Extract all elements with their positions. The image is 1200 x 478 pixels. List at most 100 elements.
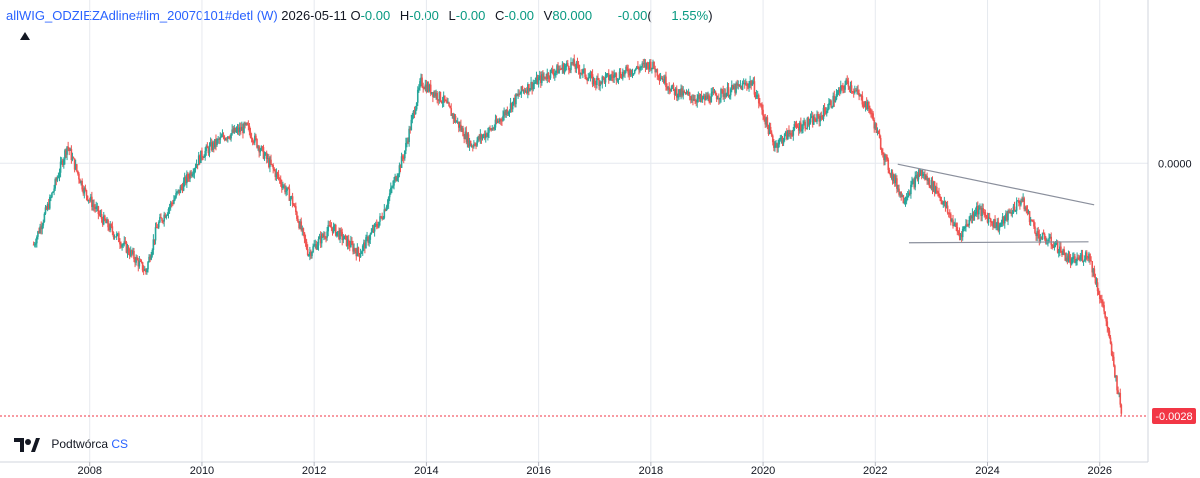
candle-body	[241, 126, 243, 131]
candle-body	[83, 188, 86, 194]
candle-body	[239, 127, 242, 131]
time-tick-label: 2024	[975, 465, 999, 477]
candle-body	[954, 223, 956, 226]
candle-body	[732, 85, 734, 90]
candle-body	[196, 164, 199, 166]
candle-body	[38, 231, 40, 233]
trendlines[interactable]	[897, 163, 1095, 244]
candle-body	[890, 172, 893, 176]
candle-body	[696, 98, 699, 103]
candle-body	[730, 85, 733, 90]
candle-body	[685, 92, 688, 94]
candle-body	[105, 220, 107, 224]
candle-body	[287, 187, 290, 189]
candle-body	[432, 92, 434, 97]
trendline	[908, 241, 1089, 244]
candle-body	[379, 216, 381, 222]
candle-body	[842, 85, 844, 89]
candle-body	[981, 208, 983, 216]
candle-body	[845, 79, 847, 85]
candle-body	[658, 77, 661, 80]
candle-body	[118, 233, 120, 243]
candle-body	[312, 246, 314, 253]
candle-body	[958, 232, 961, 237]
candle-body	[52, 191, 54, 193]
candle-body	[578, 69, 581, 74]
candle-body	[480, 134, 483, 139]
symbol-name[interactable]: allWIG_ODZIEZAdline#lim_20070101#detl (W…	[6, 8, 278, 23]
candle-body	[695, 101, 697, 103]
candle-body	[110, 224, 113, 227]
candle-body	[348, 245, 351, 248]
candle-body	[923, 174, 925, 176]
candle-body	[585, 76, 587, 79]
candle-body	[122, 244, 124, 246]
candle-body	[835, 94, 838, 100]
candle-body	[1079, 256, 1082, 260]
candle-body	[888, 169, 891, 174]
candle-body	[679, 89, 681, 96]
price-axis[interactable]: 0.0000 -0.0028	[1152, 158, 1196, 424]
candle-body	[527, 84, 529, 94]
candle-body	[300, 221, 303, 231]
candle-body	[119, 242, 121, 245]
candle-body	[919, 170, 922, 176]
candle-body	[396, 177, 399, 181]
candle-body	[762, 109, 764, 117]
candle-body	[146, 269, 148, 273]
candle-body	[818, 115, 820, 122]
candle-body	[587, 78, 590, 81]
candle-body	[36, 236, 38, 244]
candle-body	[924, 174, 926, 180]
candle-body	[808, 122, 811, 125]
candle-body	[532, 83, 535, 90]
candle-body	[841, 85, 843, 87]
candle-body	[863, 106, 866, 108]
candle-body	[786, 131, 788, 140]
candle-body	[123, 241, 126, 245]
candle-body	[1033, 220, 1035, 227]
collapse-legend-icon[interactable]	[18, 30, 32, 42]
candle-body	[597, 77, 599, 80]
candle-body	[918, 173, 921, 176]
candle-body	[77, 170, 79, 174]
candle-body	[204, 150, 206, 157]
candle-body	[327, 225, 330, 232]
candle-body	[309, 251, 311, 255]
candle-body	[192, 173, 195, 175]
candle-body	[817, 114, 819, 116]
candle-body	[304, 238, 307, 242]
candle-body	[1032, 220, 1034, 222]
candle-body	[951, 219, 953, 222]
candle-body	[708, 95, 710, 102]
candle-body	[862, 104, 865, 107]
author-name[interactable]: CS	[111, 437, 129, 451]
candle-body	[437, 99, 440, 101]
candle-body	[574, 66, 577, 69]
candle-body	[989, 218, 992, 223]
candle-body	[277, 174, 280, 179]
candle-body	[70, 149, 73, 160]
candle-body	[1050, 236, 1052, 245]
candle-body	[1005, 213, 1007, 217]
candle-body	[347, 239, 350, 246]
candle-body	[508, 109, 511, 113]
candle-body	[469, 140, 472, 147]
candle-body	[156, 227, 159, 229]
candle-body	[281, 183, 283, 188]
candle-body	[383, 209, 386, 218]
candle-body	[1091, 261, 1093, 273]
candle-body	[464, 131, 467, 139]
candle-body	[707, 95, 709, 100]
candle-body	[495, 119, 498, 123]
candle-body	[487, 132, 489, 137]
candle-body	[807, 118, 810, 125]
candle-body	[81, 180, 83, 190]
candle-body	[934, 186, 937, 193]
candle-body	[197, 155, 200, 166]
tradingview-logo[interactable]: Podtwórca CS	[14, 437, 128, 452]
candle-body	[911, 181, 913, 185]
time-axis[interactable]: 2008 2010 2012 2014 2016 2018 2020 2022 2024 2026	[77, 462, 1112, 477]
candle-body	[449, 105, 451, 109]
